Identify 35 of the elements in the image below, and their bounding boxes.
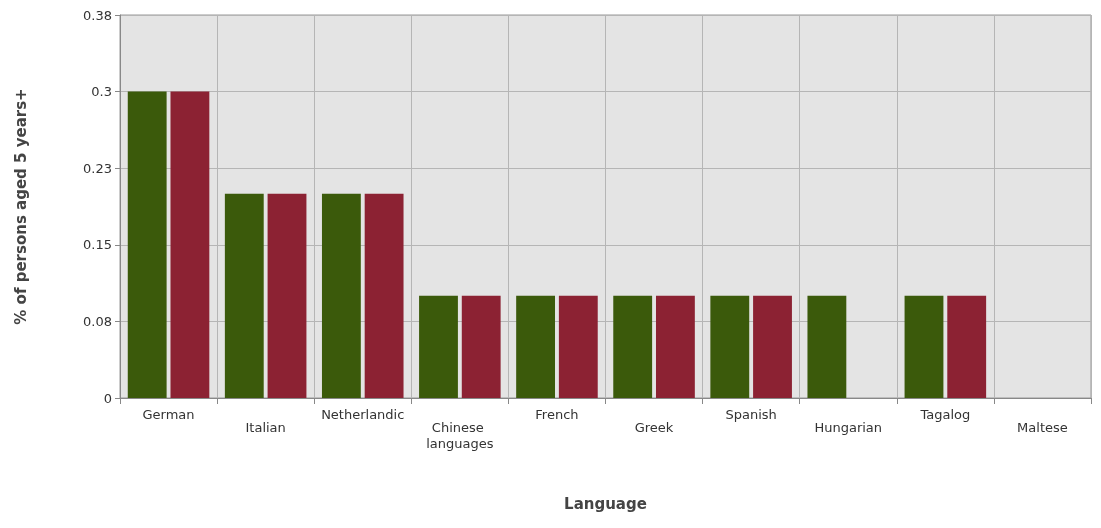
bar bbox=[267, 193, 307, 398]
x-tick-label: German bbox=[142, 406, 195, 422]
y-tick-label: 0.08 bbox=[83, 313, 112, 329]
bar bbox=[710, 295, 750, 398]
bar bbox=[655, 295, 695, 398]
y-axis-title: % of persons aged 5 years+ bbox=[11, 88, 30, 325]
y-tick-label: 0.23 bbox=[83, 160, 112, 176]
bar bbox=[807, 295, 847, 398]
bar bbox=[127, 91, 167, 398]
bar bbox=[558, 295, 598, 398]
x-tick-label: Netherlandic bbox=[321, 406, 405, 422]
bar bbox=[321, 193, 361, 398]
x-tick-label: French bbox=[535, 406, 579, 422]
x-tick-label: Greek bbox=[634, 419, 674, 435]
bar bbox=[947, 295, 987, 398]
y-tick-label: 0.15 bbox=[83, 237, 112, 253]
x-tick-label: Italian bbox=[245, 419, 286, 435]
x-tick-label: Tagalog bbox=[919, 406, 971, 422]
bar bbox=[613, 295, 653, 398]
x-tick-label: Spanish bbox=[725, 406, 777, 422]
bar bbox=[170, 91, 210, 398]
bar bbox=[419, 295, 458, 398]
y-tick-label: 0.3 bbox=[91, 84, 112, 100]
x-tick-label: Hungarian bbox=[814, 419, 883, 435]
y-tick-label: 0 bbox=[103, 390, 112, 406]
bar bbox=[904, 295, 944, 398]
bar bbox=[461, 295, 501, 398]
x-tick-label: Maltese bbox=[1017, 419, 1068, 435]
x-tick-label: Chinese languages bbox=[426, 419, 494, 451]
bar bbox=[224, 193, 264, 398]
bar bbox=[364, 193, 404, 398]
bar bbox=[753, 295, 792, 398]
bar bbox=[516, 295, 556, 398]
x-axis-title: Language bbox=[564, 494, 647, 513]
y-tick-label: 0.38 bbox=[83, 7, 112, 23]
